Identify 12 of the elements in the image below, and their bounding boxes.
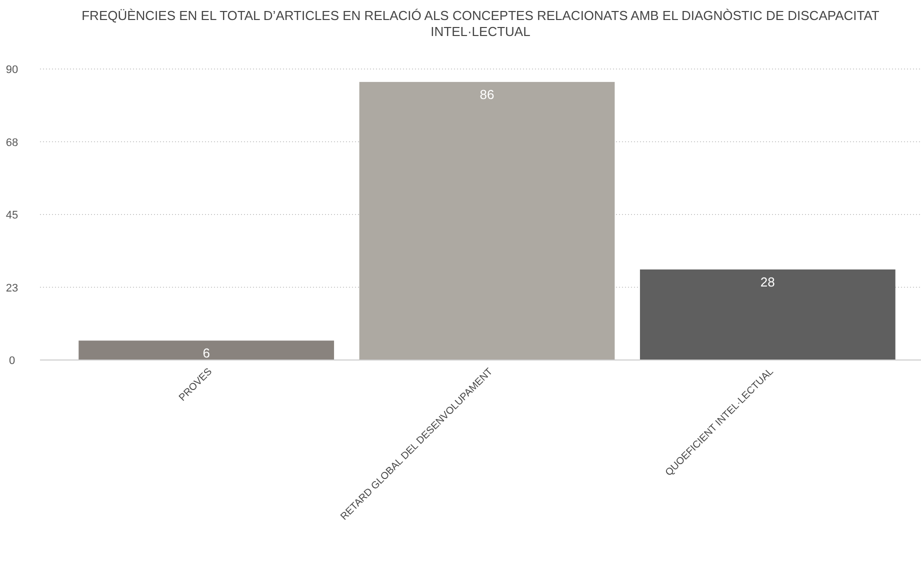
y-tick-label: 0 [8, 355, 16, 367]
y-tick-label: 45 [6, 210, 18, 222]
data-label: 28 [760, 274, 775, 290]
y-tick-label: 68 [6, 136, 18, 149]
bar [359, 82, 615, 360]
bar [78, 340, 334, 360]
chart-title: FREQÜÈNCIES EN EL TOTAL D’ARTICLES EN RELACIÓ ALS CONCEPTES RELACIONATS AMB EL DIAGNÒSTIC DE DISCAPACITAT INTEL·LECTUAL [82, 8, 880, 39]
data-label: 6 [202, 346, 210, 361]
data-label: 86 [480, 86, 494, 102]
bar [640, 269, 896, 360]
y-tick-label: 23 [6, 282, 18, 294]
y-tick-label: 90 [6, 64, 18, 76]
